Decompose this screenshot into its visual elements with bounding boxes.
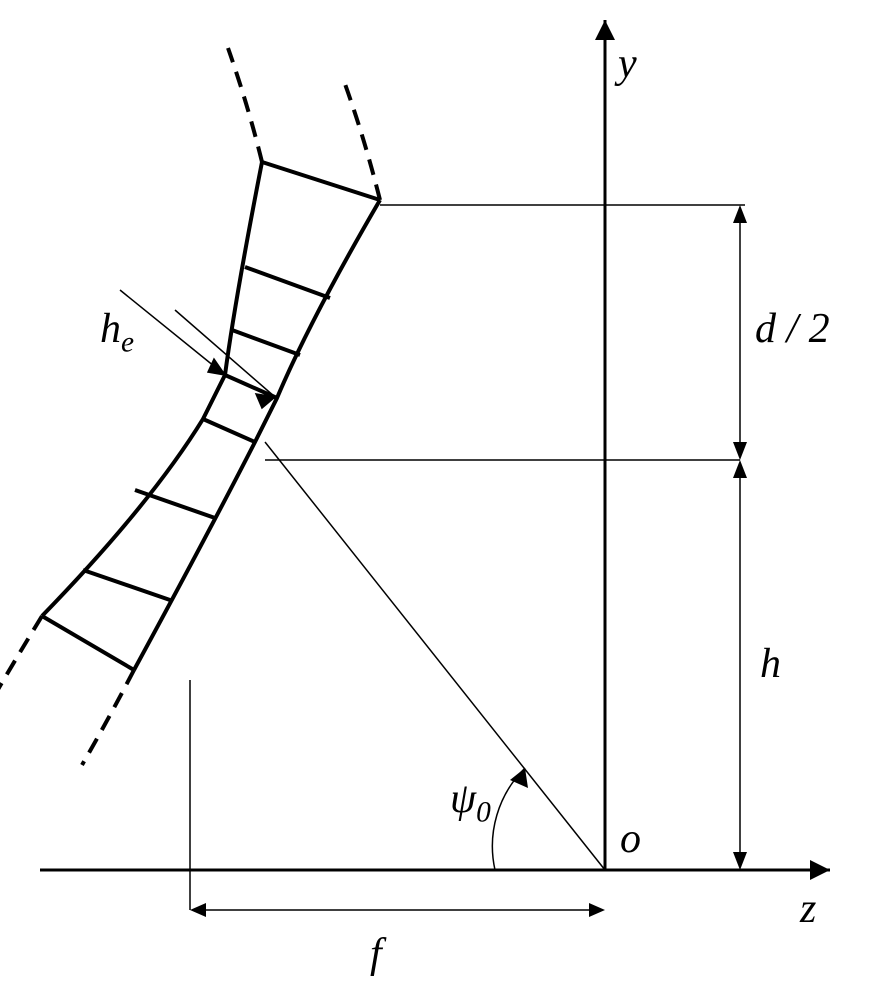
y-axis-arrow — [595, 20, 615, 40]
bowtie-front-dash-bot — [82, 670, 134, 765]
angle-line — [265, 442, 605, 870]
axes-group — [40, 20, 830, 880]
origin-label: o — [620, 815, 641, 863]
rung-6 — [83, 570, 170, 600]
diagram-container: y z o f h d / 2 ψ0 he — [0, 0, 875, 1000]
rung-3 — [225, 375, 277, 398]
dim-d2-arrow-top — [733, 205, 747, 223]
diagram-svg — [0, 0, 875, 1000]
d2-label: d / 2 — [755, 305, 830, 353]
rung-0 — [262, 162, 380, 200]
h-label: h — [760, 640, 781, 688]
rung-2 — [232, 330, 300, 355]
he-label: he — [100, 305, 134, 359]
angle-arc-arrow — [510, 768, 528, 788]
he-subscript: e — [121, 326, 134, 358]
he-arrow-back — [208, 359, 225, 375]
dim-d2-arrow-bot — [733, 442, 747, 460]
z-axis-arrow — [810, 860, 830, 880]
rung-7 — [42, 616, 134, 670]
he-symbol: h — [100, 306, 121, 352]
bowtie-back-dash-top — [228, 48, 262, 162]
dim-f-arrow-left — [190, 903, 206, 917]
he-line-back — [120, 290, 225, 375]
bowtie-front-dash-top — [345, 84, 380, 200]
dim-d2 — [733, 205, 747, 460]
f-label: f — [370, 930, 382, 978]
he-line-front — [175, 310, 275, 397]
dim-h-arrow-bot — [733, 852, 747, 870]
rung-1 — [245, 267, 330, 298]
dim-f-arrow-right — [589, 903, 605, 917]
dim-f — [190, 903, 605, 917]
dim-h-arrow-top — [733, 460, 747, 478]
rung-4 — [203, 419, 255, 442]
dim-h — [733, 460, 747, 870]
z-axis-label: z — [800, 885, 816, 933]
angle-label: ψ0 — [450, 775, 491, 829]
rung-5 — [135, 490, 215, 518]
bowtie-back-dash-bot — [0, 616, 42, 710]
bowtie-shape — [0, 48, 380, 765]
angle-symbol: ψ — [450, 776, 476, 822]
angle-subscript: 0 — [476, 796, 491, 828]
construction-lines — [120, 205, 745, 910]
y-axis-label: y — [618, 40, 637, 88]
angle-arc-group — [492, 768, 528, 870]
bowtie-back-solid — [42, 162, 262, 616]
